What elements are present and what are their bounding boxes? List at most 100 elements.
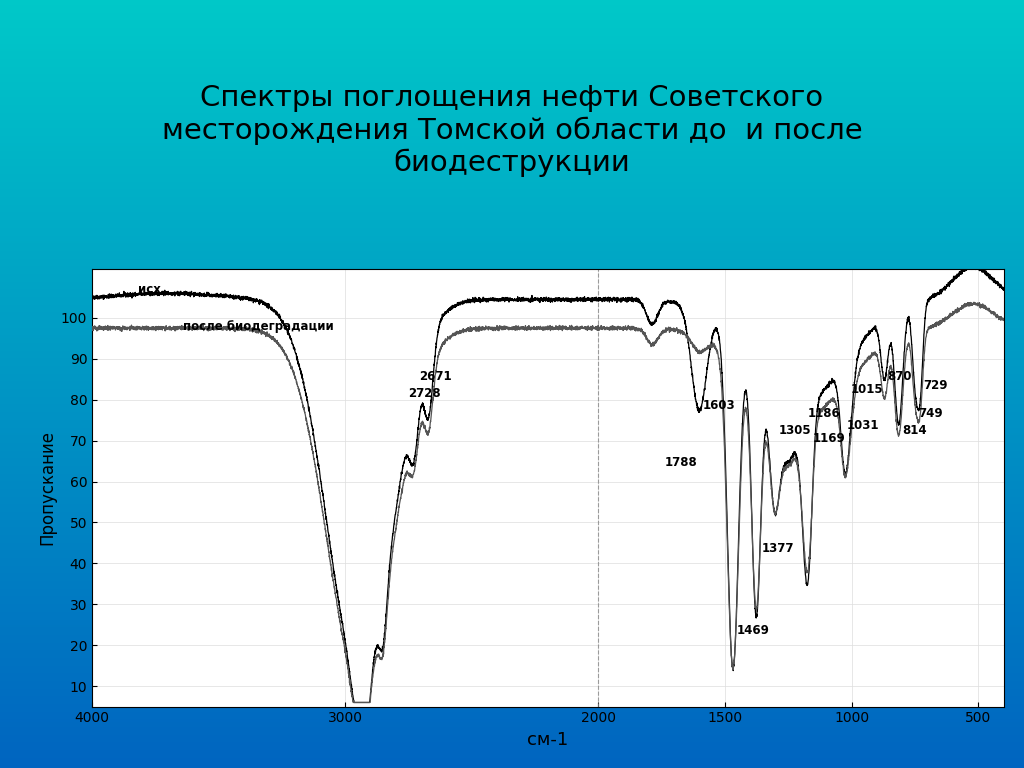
- Text: 2728: 2728: [409, 387, 441, 399]
- Text: 729: 729: [924, 379, 948, 392]
- Bar: [0, 658, 1024, 660]
- Bar: [0, 438, 1024, 440]
- Bar: [0, 737, 1024, 740]
- Bar: [0, 571, 1024, 574]
- Bar: [0, 167, 1024, 169]
- Bar: [0, 578, 1024, 581]
- Bar: [0, 225, 1024, 228]
- Bar: [0, 760, 1024, 763]
- Bar: [0, 763, 1024, 766]
- Text: Спектры поглощения нефти Советского
месторождения Томской области до  и после
би: Спектры поглощения нефти Советского мест…: [162, 84, 862, 177]
- Bar: [0, 402, 1024, 405]
- Bar: [0, 512, 1024, 515]
- Bar: [0, 478, 1024, 482]
- Bar: [0, 74, 1024, 77]
- Bar: [0, 568, 1024, 571]
- Bar: [0, 353, 1024, 356]
- Text: 870: 870: [888, 370, 912, 383]
- Bar: [0, 223, 1024, 225]
- Bar: [0, 509, 1024, 512]
- Bar: [0, 71, 1024, 74]
- Bar: [0, 471, 1024, 474]
- Bar: [0, 574, 1024, 576]
- Bar: [0, 645, 1024, 647]
- Bar: [0, 589, 1024, 591]
- Bar: [0, 448, 1024, 451]
- Bar: [0, 302, 1024, 305]
- Bar: [0, 670, 1024, 674]
- Bar: [0, 474, 1024, 476]
- Bar: [0, 121, 1024, 123]
- Bar: [0, 366, 1024, 369]
- Bar: [0, 161, 1024, 164]
- Bar: [0, 440, 1024, 443]
- Bar: [0, 704, 1024, 707]
- Bar: [0, 290, 1024, 292]
- Bar: [0, 507, 1024, 509]
- Bar: [0, 236, 1024, 238]
- Bar: [0, 164, 1024, 167]
- Bar: [0, 699, 1024, 701]
- Bar: [0, 604, 1024, 607]
- Bar: [0, 443, 1024, 445]
- Bar: [0, 647, 1024, 650]
- Text: 1305: 1305: [778, 423, 811, 436]
- Bar: [0, 643, 1024, 645]
- Text: 1788: 1788: [665, 456, 697, 469]
- Bar: [0, 187, 1024, 190]
- Bar: [0, 282, 1024, 284]
- Bar: [0, 624, 1024, 627]
- Bar: [0, 115, 1024, 118]
- Bar: [0, 248, 1024, 251]
- Bar: [0, 663, 1024, 666]
- Bar: [0, 747, 1024, 750]
- Bar: [0, 317, 1024, 320]
- Bar: [0, 482, 1024, 484]
- Text: 1603: 1603: [702, 399, 735, 412]
- Bar: [0, 555, 1024, 558]
- Bar: [0, 750, 1024, 753]
- Bar: [0, 148, 1024, 151]
- Bar: [0, 637, 1024, 640]
- Bar: [0, 717, 1024, 720]
- Bar: [0, 563, 1024, 566]
- Bar: [0, 540, 1024, 543]
- Bar: [0, 492, 1024, 494]
- Bar: [0, 548, 1024, 551]
- Bar: [0, 13, 1024, 15]
- Bar: [0, 10, 1024, 13]
- Bar: [0, 2, 1024, 5]
- Bar: [0, 484, 1024, 486]
- Bar: [0, 261, 1024, 263]
- X-axis label: см-1: см-1: [527, 731, 568, 749]
- Bar: [0, 67, 1024, 69]
- Bar: [0, 530, 1024, 532]
- Bar: [0, 517, 1024, 520]
- Bar: [0, 228, 1024, 230]
- Bar: [0, 722, 1024, 724]
- Bar: [0, 94, 1024, 98]
- Bar: [0, 51, 1024, 54]
- Bar: [0, 379, 1024, 382]
- Bar: [0, 468, 1024, 471]
- Bar: [0, 609, 1024, 612]
- Bar: [0, 720, 1024, 722]
- Bar: [0, 138, 1024, 141]
- Bar: [0, 284, 1024, 286]
- Bar: [0, 461, 1024, 463]
- Bar: [0, 476, 1024, 478]
- Bar: [0, 668, 1024, 670]
- Bar: [0, 286, 1024, 290]
- Bar: [0, 640, 1024, 643]
- Bar: [0, 190, 1024, 192]
- Bar: [0, 348, 1024, 351]
- Bar: [0, 159, 1024, 161]
- Bar: [0, 263, 1024, 266]
- Bar: [0, 591, 1024, 594]
- Bar: [0, 233, 1024, 236]
- Bar: [0, 528, 1024, 530]
- Bar: [0, 356, 1024, 359]
- Bar: [0, 31, 1024, 33]
- Bar: [0, 100, 1024, 102]
- Bar: [0, 551, 1024, 553]
